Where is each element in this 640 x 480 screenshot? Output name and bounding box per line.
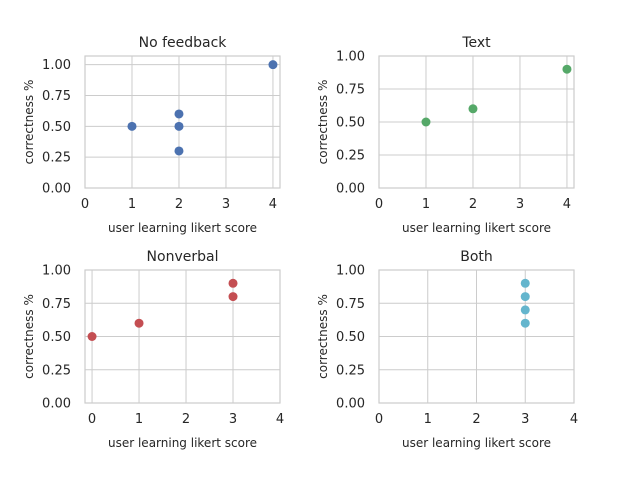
y-tick-label: 0.00 bbox=[336, 182, 365, 197]
y-tick-label: 1.00 bbox=[336, 50, 365, 65]
data-point bbox=[87, 332, 97, 341]
data-point bbox=[421, 117, 431, 127]
x-tick-label: 0 bbox=[375, 197, 383, 212]
y-axis-label: correctness % bbox=[22, 294, 36, 379]
x-tick-label: 0 bbox=[81, 197, 89, 212]
x-tick-label: 4 bbox=[269, 197, 277, 212]
data-point bbox=[228, 278, 238, 288]
x-tick-label: 2 bbox=[175, 197, 183, 212]
x-tick-label: 1 bbox=[422, 197, 430, 212]
x-tick-label: 1 bbox=[128, 197, 136, 212]
data-point bbox=[520, 292, 530, 302]
y-tick-label: 0.00 bbox=[42, 182, 71, 197]
y-tick-label: 0.75 bbox=[42, 297, 71, 312]
x-axis-label: user learning likert score bbox=[108, 221, 257, 235]
x-tick-label: 2 bbox=[469, 197, 477, 212]
y-tick-label: 0.25 bbox=[42, 151, 71, 166]
subplot-title: Text bbox=[461, 35, 491, 51]
plot-frame bbox=[378, 269, 575, 404]
plot-frame bbox=[84, 269, 281, 404]
data-point bbox=[520, 318, 530, 328]
y-tick-label: 0.75 bbox=[42, 89, 71, 104]
subplot-1: 0 1 2 3 4 0.00 0.25 0.50 0.75 1.00 No feedback user… bbox=[22, 35, 281, 235]
y-tick-label: 0.25 bbox=[336, 149, 365, 164]
y-axis-label: correctness % bbox=[316, 80, 330, 165]
x-tick-label: 2 bbox=[472, 412, 480, 427]
data-point bbox=[268, 60, 278, 70]
x-tick-label: 3 bbox=[521, 412, 529, 427]
x-tick-label: 1 bbox=[424, 412, 432, 427]
data-point bbox=[174, 121, 184, 131]
x-tick-label: 3 bbox=[222, 197, 230, 212]
plot-frame bbox=[84, 55, 281, 189]
y-axis-label: correctness % bbox=[316, 294, 330, 379]
data-point bbox=[228, 292, 238, 302]
y-tick-label: 0.75 bbox=[336, 83, 365, 98]
x-tick-label: 1 bbox=[135, 412, 143, 427]
y-tick-label: 0.75 bbox=[336, 297, 365, 312]
subplot-2: 0 1 2 3 4 0.00 0.25 0.50 0.75 1.00 Text user learni… bbox=[316, 35, 575, 235]
y-tick-label: 0.25 bbox=[336, 363, 365, 378]
y-axis-label: correctness % bbox=[22, 80, 36, 165]
subplot-title: Both bbox=[460, 249, 493, 265]
y-tick-label: 0.50 bbox=[336, 116, 365, 131]
subplot-title: No feedback bbox=[139, 35, 228, 51]
x-tick-label: 2 bbox=[182, 412, 190, 427]
data-point bbox=[520, 278, 530, 288]
y-tick-label: 0.00 bbox=[42, 397, 71, 412]
data-point bbox=[134, 318, 144, 328]
x-axis-label: user learning likert score bbox=[402, 221, 551, 235]
x-tick-label: 3 bbox=[516, 197, 524, 212]
x-tick-label: 4 bbox=[570, 412, 578, 427]
x-tick-label: 4 bbox=[563, 197, 571, 212]
x-tick-label: 4 bbox=[276, 412, 284, 427]
x-tick-label: 0 bbox=[375, 412, 383, 427]
subplot-4: 0 1 2 3 4 0.00 0.25 0.50 0.75 1.00 Both user learni… bbox=[316, 249, 578, 450]
y-tick-label: 0.50 bbox=[42, 120, 71, 135]
data-point bbox=[174, 146, 184, 156]
plot-frame bbox=[378, 55, 575, 189]
x-tick-label: 3 bbox=[229, 412, 237, 427]
y-tick-label: 0.50 bbox=[42, 330, 71, 345]
data-point bbox=[468, 104, 478, 114]
x-axis-label: user learning likert score bbox=[108, 436, 257, 450]
data-point bbox=[562, 64, 572, 74]
data-point bbox=[127, 121, 137, 131]
x-axis-label: user learning likert score bbox=[402, 436, 551, 450]
y-tick-label: 0.25 bbox=[42, 363, 71, 378]
y-tick-label: 1.00 bbox=[42, 58, 71, 73]
data-point bbox=[174, 109, 184, 119]
y-tick-label: 0.50 bbox=[336, 330, 365, 345]
x-tick-label: 0 bbox=[88, 412, 96, 427]
y-tick-label: 1.00 bbox=[42, 264, 71, 279]
subplot-3: 0 1 2 3 4 0.00 0.25 0.50 0.75 1.00 Nonverbal user l… bbox=[22, 249, 284, 450]
y-tick-label: 1.00 bbox=[336, 264, 365, 279]
subplot-title: Nonverbal bbox=[147, 249, 219, 265]
y-tick-label: 0.00 bbox=[336, 397, 365, 412]
data-point bbox=[520, 305, 530, 315]
